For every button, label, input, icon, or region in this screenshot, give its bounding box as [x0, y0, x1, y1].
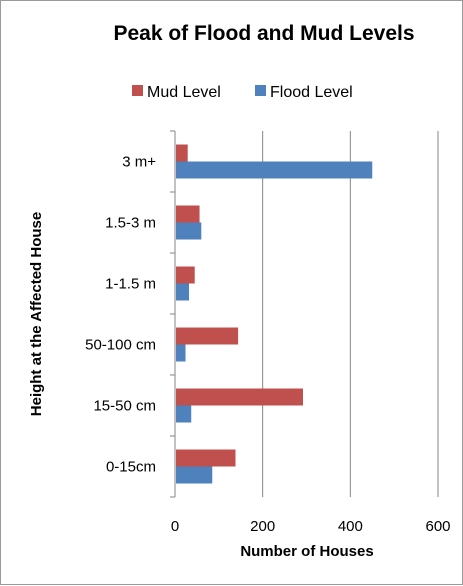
bar-mud-level — [176, 388, 303, 406]
bar-mud-level — [176, 327, 239, 345]
x-tick-label: 400 — [338, 518, 363, 535]
bar-flood-level — [176, 222, 202, 240]
bar-mud-level — [176, 205, 200, 223]
bar-flood-level — [176, 344, 186, 362]
y-tick-labels: 0-15cm 15-50 cm 50-100 cm 1-1.5 m 1.5-3 m 3 m… — [85, 154, 156, 476]
gridlines — [170, 130, 439, 498]
bar-mud-level — [176, 449, 236, 467]
y-tick-label: 3 m+ — [122, 154, 156, 171]
y-tick-label: 1.5-3 m — [105, 215, 156, 232]
y-tick-label: 15-50 cm — [93, 398, 156, 415]
y-tick-label: 1-1.5 m — [105, 276, 156, 293]
legend-swatch — [255, 85, 266, 96]
legend-label: Flood Level — [270, 84, 353, 101]
chart-title: Peak of Flood and Mud Levels — [113, 22, 414, 45]
legend-swatch — [132, 85, 143, 96]
bar-mud-level — [176, 266, 195, 284]
y-tick-label: 0-15cm — [106, 459, 156, 476]
bars — [176, 144, 373, 484]
bar-flood-level — [176, 161, 373, 179]
x-axis-title: Number of Houses — [240, 543, 373, 560]
y-axis-title: Height at the Affected House — [28, 212, 45, 416]
x-tick-labels: 0 200 400 600 — [171, 518, 451, 535]
x-tick-label: 200 — [250, 518, 275, 535]
bar-mud-level — [176, 144, 188, 162]
bar-flood-level — [176, 405, 192, 423]
legend: Mud Level Flood Level — [132, 84, 353, 101]
bar-flood-level — [176, 466, 213, 484]
x-tick-label: 600 — [425, 518, 450, 535]
y-tick-label: 50-100 cm — [85, 337, 156, 354]
bar-flood-level — [176, 283, 190, 301]
legend-label: Mud Level — [147, 84, 221, 101]
x-tick-label: 0 — [171, 518, 179, 535]
